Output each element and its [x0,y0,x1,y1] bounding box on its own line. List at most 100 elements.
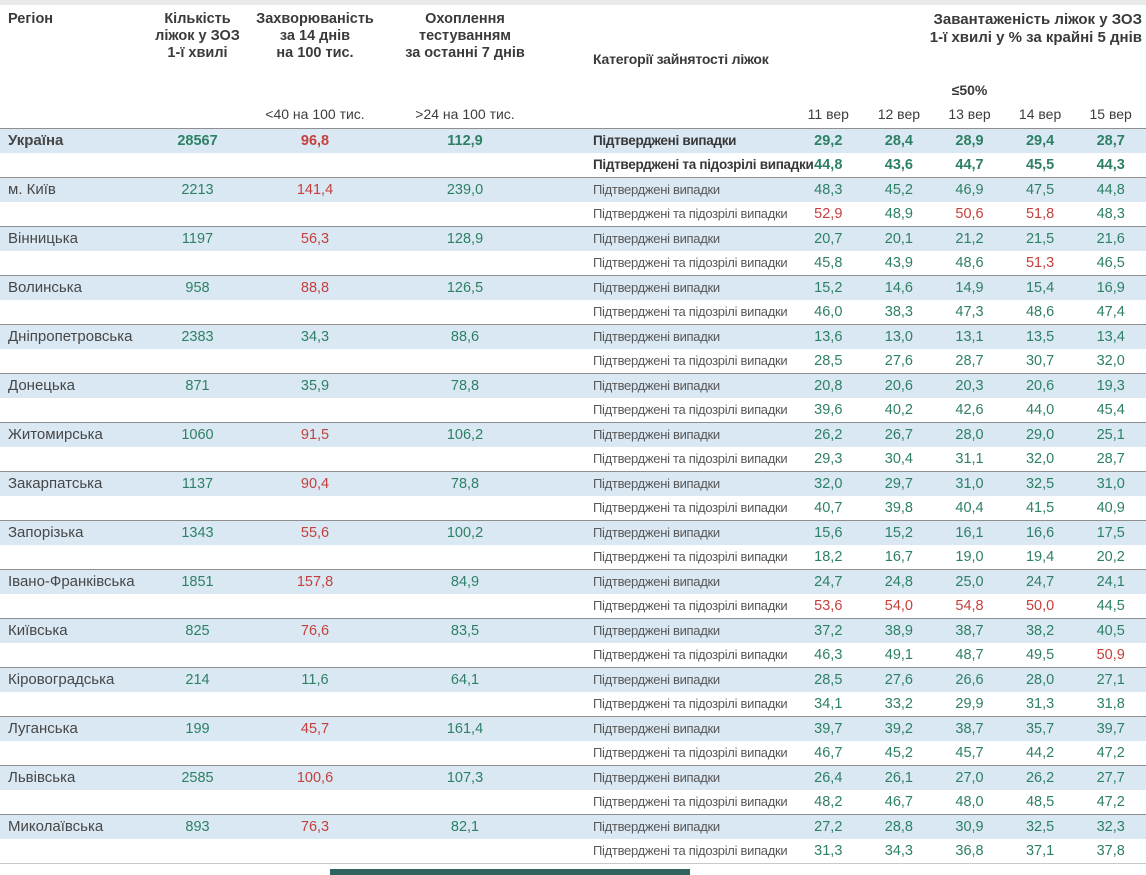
spacer [545,496,593,520]
occupancy-value-confirmed-suspected: 40,2 [884,402,913,418]
occupancy-value-confirmed: 29,4 [1025,133,1055,149]
occupancy-value-confirmed-suspected: 31,8 [1096,696,1125,712]
incidence-empty [245,790,385,814]
header-date-2: 12 вер [877,106,921,122]
occupancy-value-confirmed: 17,5 [1096,525,1125,541]
beds-empty [150,839,245,863]
occupancy-value-confirmed-suspected: 30,4 [884,451,913,467]
testing-value: 239,0 [446,182,484,198]
region-row-confirmed: Івано-Франківська 1851 157,8 84,9 Підтвердже… [0,570,1146,594]
occupancy-value-confirmed: 28,7 [1096,133,1125,149]
category-label-confirmed-suspected: Підтверджені та підозрілі випадки [593,206,788,221]
region-name-empty [0,398,150,422]
occupancy-value-confirmed: 20,6 [884,378,913,394]
occupancy-value-confirmed: 26,6 [955,672,984,688]
spacer [545,545,593,569]
occupancy-value-confirmed: 15,2 [814,280,843,296]
testing-value: 83,5 [450,623,480,639]
incidence-empty [245,202,385,226]
occupancy-value-confirmed: 19,3 [1096,378,1125,394]
incidence-empty [245,349,385,373]
occupancy-value-confirmed-suspected: 28,7 [1096,451,1125,467]
region-name-empty [0,790,150,814]
spacer [545,202,593,226]
testing-empty [385,643,545,667]
spacer [545,668,593,692]
beds-empty [150,202,245,226]
occupancy-value-confirmed-suspected: 48,2 [814,794,843,810]
region-name-empty [0,545,150,569]
occupancy-value-confirmed-suspected: 39,8 [884,500,913,516]
beds-empty [150,496,245,520]
testing-empty [385,741,545,765]
region-block: Івано-Франківська 1851 157,8 84,9 Підтвердже… [0,569,1146,618]
header-incidence: Захворюваність за 14 днів на 100 тис. [256,11,374,61]
occupancy-value-confirmed-suspected: 48,5 [1025,794,1055,810]
occupancy-value-confirmed-suspected: 51,3 [1025,255,1055,271]
beds-empty [150,790,245,814]
region-block: Київська 825 76,6 83,5 Підтверджені випадки 3… [0,618,1146,667]
testing-value: 107,3 [446,770,484,786]
occupancy-value-confirmed: 35,7 [1025,721,1055,737]
testing-empty [385,692,545,716]
occupancy-value-confirmed-suspected: 34,3 [884,843,913,859]
beds-empty [150,594,245,618]
occupancy-value-confirmed: 28,5 [814,672,843,688]
occupancy-value-confirmed: 21,5 [1025,231,1055,247]
region-row-confirmed-suspected: Підтверджені та підозрілі випадки 29,3 30,… [0,447,1146,471]
region-name-empty [0,643,150,667]
region-row-confirmed-suspected: Підтверджені та підозрілі випадки 48,2 46,… [0,790,1146,814]
spacer [545,643,593,667]
occupancy-value-confirmed-suspected: 50,0 [1025,598,1055,614]
incidence-value: 90,4 [300,476,330,492]
occupancy-value-confirmed-suspected: 48,3 [1096,206,1125,222]
category-label-confirmed: Підтверджені випадки [593,133,737,148]
beds-value: 825 [185,623,210,639]
testing-value: 126,5 [446,280,484,296]
region-row-confirmed-suspected: Підтверджені та підозрілі випадки 46,0 38,… [0,300,1146,324]
beds-empty [150,447,245,471]
incidence-empty [245,398,385,422]
region-name: Житомирська [8,426,103,443]
occupancy-value-confirmed: 16,6 [1025,525,1055,541]
category-label-confirmed: Підтверджені випадки [593,721,720,736]
occupancy-value-confirmed: 39,2 [884,721,913,737]
testing-value: 100,2 [446,525,484,541]
header-region: Регіон [8,11,54,27]
occupancy-value-confirmed: 13,4 [1096,329,1125,345]
category-label-confirmed: Підтверджені випадки [593,182,720,197]
region-name-empty [0,741,150,765]
header-occupancy-threshold: ≤50% [951,82,988,98]
occupancy-value-confirmed: 38,7 [955,721,984,737]
category-label-confirmed: Підтверджені випадки [593,280,720,295]
incidence-value: 76,6 [300,623,330,639]
region-name-empty [0,251,150,275]
region-row-confirmed-suspected: Підтверджені та підозрілі випадки 53,6 54,… [0,594,1146,618]
occupancy-value-confirmed: 14,9 [955,280,984,296]
category-label-confirmed: Підтверджені випадки [593,623,720,638]
occupancy-value-confirmed: 45,2 [884,182,913,198]
occupancy-value-confirmed: 25,1 [1096,427,1125,443]
beds-value: 1343 [181,525,214,541]
occupancy-value-confirmed: 32,3 [1096,819,1125,835]
region-name-empty [0,202,150,226]
occupancy-value-confirmed-suspected: 29,3 [814,451,843,467]
occupancy-value-confirmed-suspected: 47,2 [1096,794,1125,810]
occupancy-value-confirmed: 39,7 [1096,721,1125,737]
incidence-empty [245,496,385,520]
spacer [545,276,593,300]
spacer [545,398,593,422]
incidence-empty [245,839,385,863]
occupancy-value-confirmed: 26,7 [884,427,913,443]
occupancy-value-confirmed: 28,4 [884,133,913,149]
occupancy-value-confirmed-suspected: 20,2 [1096,549,1125,565]
occupancy-value-confirmed: 38,7 [955,623,984,639]
occupancy-value-confirmed: 28,8 [884,819,913,835]
occupancy-value-confirmed: 20,8 [814,378,843,394]
testing-empty [385,447,545,471]
table-body: Україна 28567 96,8 112,9 Підтверджені випадк… [0,128,1146,864]
region-block: Львівська 2585 100,6 107,3 Підтверджені випа… [0,765,1146,814]
category-label-confirmed-suspected: Підтверджені та підозрілі випадки [593,353,788,368]
testing-empty [385,790,545,814]
incidence-value: 100,6 [296,770,334,786]
